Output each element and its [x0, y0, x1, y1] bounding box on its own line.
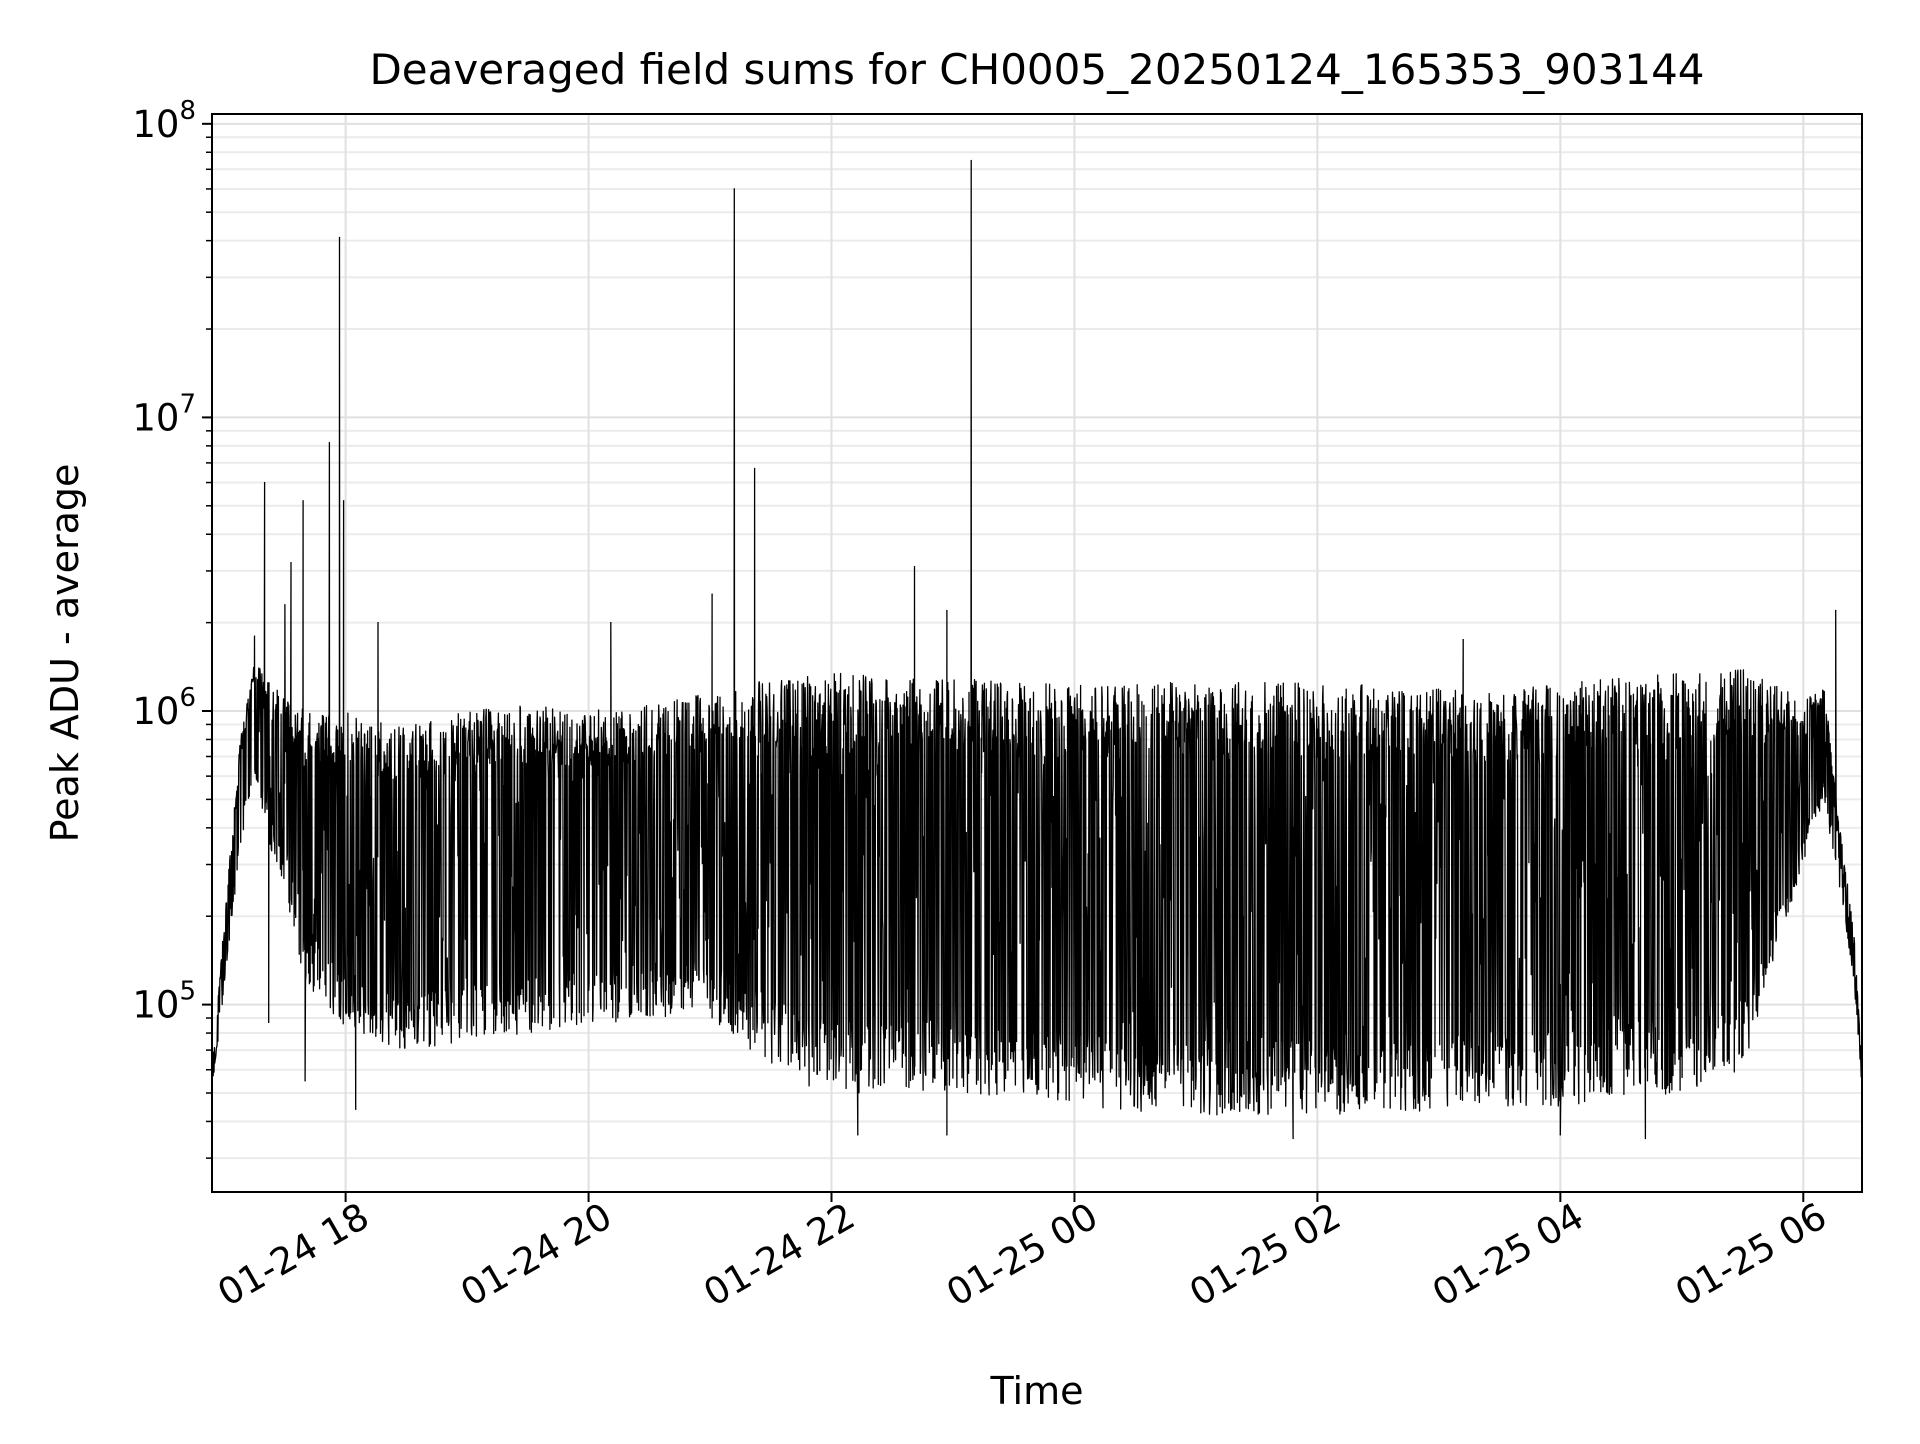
- spike-point: [302, 500, 304, 502]
- spike-point: [264, 481, 266, 484]
- spike-point: [946, 609, 948, 612]
- spike-point: [342, 500, 345, 502]
- spike-point: [1292, 1137, 1294, 1140]
- y-axis-label: Peak ADU - average: [43, 464, 87, 843]
- spike-point: [253, 635, 256, 637]
- spike-point: [290, 562, 292, 564]
- y-tick-label: 107: [132, 389, 196, 439]
- y-tick-label: 108: [132, 96, 196, 146]
- spike-point: [857, 1134, 859, 1136]
- spike-point: [1644, 1137, 1646, 1140]
- y-tick-label: 106: [132, 683, 196, 733]
- chart-title: Deaveraged field sums for CH0005_2025012…: [369, 45, 1704, 94]
- spike-point: [338, 236, 341, 239]
- spike-point: [1835, 609, 1837, 612]
- spike-point: [328, 442, 331, 444]
- spike-point: [268, 1021, 270, 1023]
- spike-point: [233, 872, 235, 874]
- spike-point: [304, 1080, 306, 1082]
- spike-point: [733, 188, 735, 190]
- spike-point: [284, 604, 286, 606]
- spike-point: [1462, 639, 1464, 641]
- spike-point: [377, 622, 379, 624]
- spike-point: [946, 1134, 948, 1136]
- x-axis-label: Time: [990, 1369, 1084, 1413]
- spike-point: [913, 566, 916, 568]
- spike-point: [610, 622, 612, 624]
- spike-point: [970, 159, 972, 162]
- series-layer: [211, 159, 1863, 1140]
- spike-point: [355, 1108, 357, 1110]
- plot-frame: [211, 113, 1863, 1193]
- spike-point: [753, 467, 756, 470]
- spike-point: [711, 593, 713, 595]
- y-tick-label: 105: [132, 977, 196, 1027]
- spike-point: [1559, 1134, 1561, 1136]
- series-line-0: [211, 159, 1863, 1140]
